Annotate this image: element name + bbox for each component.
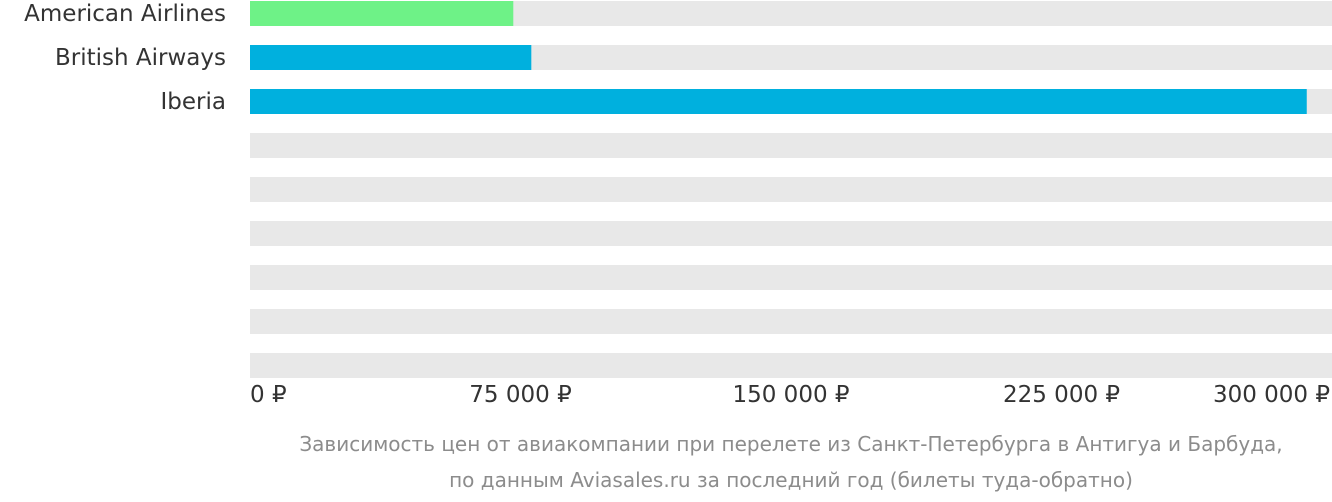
x-tick-label: 75 000 ₽: [469, 382, 571, 408]
bar[interactable]: [250, 1, 514, 26]
x-tick-label: 0 ₽: [250, 382, 287, 408]
bar-track: [250, 353, 1332, 378]
bars: [250, 1, 1307, 114]
caption-line-1: Зависимость цен от авиакомпании при пере…: [299, 432, 1283, 456]
bar-tracks: [250, 1, 1332, 378]
category-label: British Airways: [55, 45, 226, 71]
category-label: American Airlines: [24, 1, 226, 27]
x-tick-label: 150 000 ₽: [732, 382, 849, 408]
bar-track: [250, 309, 1332, 334]
x-axis-ticks: 0 ₽ 75 000 ₽ 150 000 ₽ 225 000 ₽ 300 000 ₽: [250, 382, 1330, 408]
bar[interactable]: [250, 45, 532, 70]
bar[interactable]: [250, 89, 1307, 114]
bar-track: [250, 133, 1332, 158]
x-tick-label: 300 000 ₽: [1213, 382, 1330, 408]
caption-line-2: по данным Aviasales.ru за последний год …: [449, 468, 1133, 492]
category-labels: American Airlines British Airways Iberia: [24, 1, 226, 115]
x-tick-label: 225 000 ₽: [1003, 382, 1120, 408]
category-label: Iberia: [161, 89, 226, 115]
bar-track: [250, 177, 1332, 202]
bar-track: [250, 221, 1332, 246]
chart-caption: Зависимость цен от авиакомпании при пере…: [250, 426, 1332, 498]
bar-track: [250, 265, 1332, 290]
